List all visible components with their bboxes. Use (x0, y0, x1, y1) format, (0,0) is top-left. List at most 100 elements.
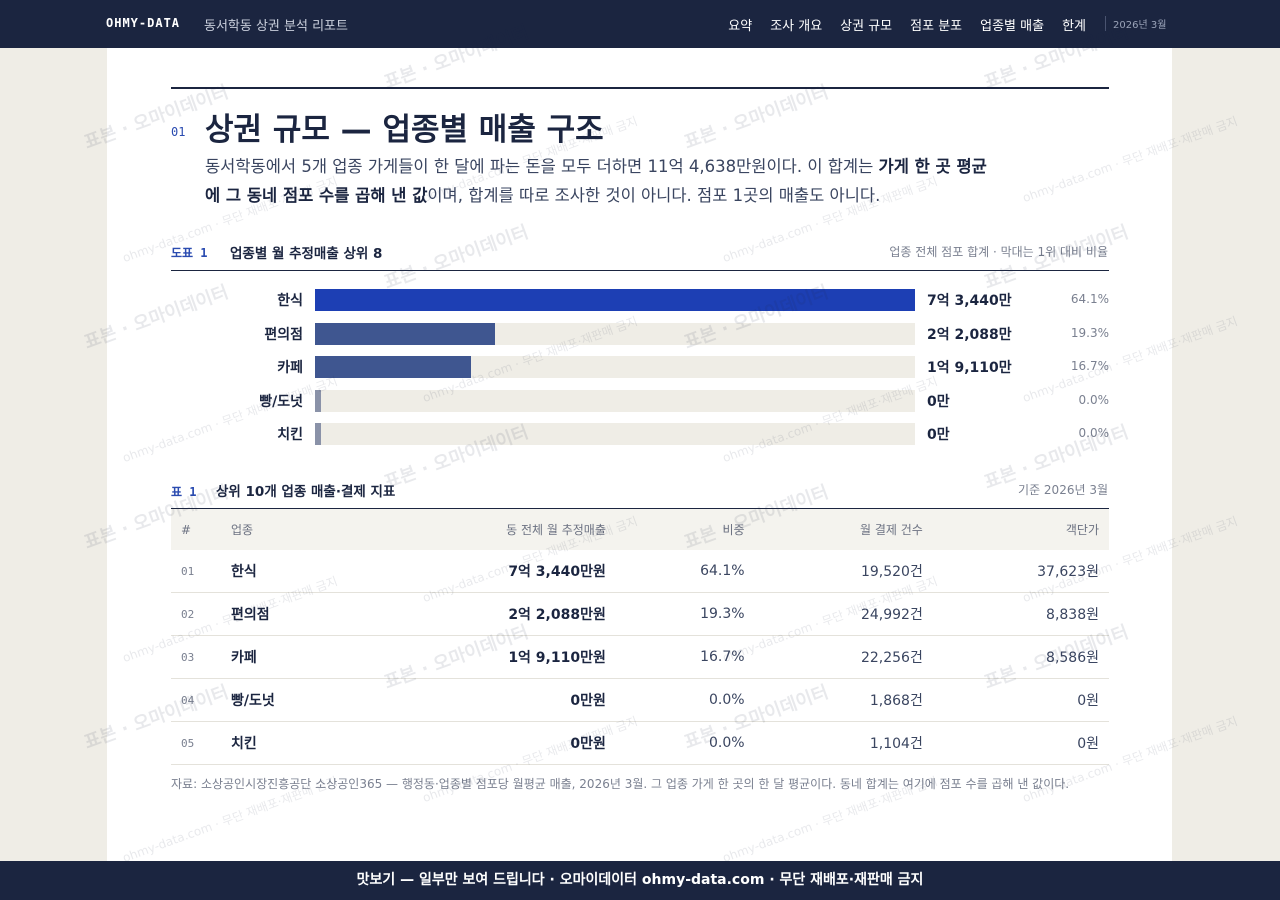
value-label: 0만 (927, 393, 950, 410)
menu-item[interactable]: 상권 규모 (840, 19, 893, 34)
table-cell: 37,623원 (932, 550, 1109, 593)
lead: 동서학동에서 5개 업종 가게들이 한 달에 파는 돈을 모두 더하면 11억 … (205, 152, 1000, 210)
bar (315, 322, 496, 345)
menu-item[interactable]: 조사 개요 (770, 19, 823, 34)
table-cell: 24,992건 (754, 592, 933, 636)
table-cell: 한식 (221, 550, 359, 593)
table-cell: 0원 (932, 678, 1109, 722)
table-cell: 1,868건 (754, 678, 933, 722)
source-note: 자료: 소상공인시장진흥공단 소상공인365 — 행정동·업종별 점포당 월평균… (171, 777, 1070, 791)
table-cell: 16.7% (615, 635, 755, 679)
category-label: 빵/도넛 (259, 393, 303, 410)
table-cell: 03 (171, 635, 221, 679)
value-label: 0만 (927, 427, 950, 443)
category-label: 한식 (277, 293, 303, 309)
column-header: 월 결제 건수 (754, 508, 933, 550)
table-cell: 1,104건 (754, 721, 933, 765)
bar-track (315, 389, 915, 412)
report-title: 동서학동 상권 분석 리포트 (204, 19, 348, 34)
table-cell: 0원 (932, 721, 1109, 765)
column-header: 업종 (221, 508, 359, 550)
nav-bar: OHMY-DATA 동서학동 상권 분석 리포트 요약 조사 개요 상권 규모 점포 … (0, 0, 1280, 48)
table-cell: 0.0% (615, 721, 755, 765)
bar-track (315, 322, 915, 345)
table-cell: 64.1% (615, 550, 755, 593)
table-cell: 1억 9,110만원 (358, 635, 616, 679)
value-label: 2억 2,088만 (927, 326, 1012, 343)
column-header: 비중 (615, 508, 755, 550)
bar-cap (315, 423, 321, 445)
lead-emphasis: 가게 한 곳 평균에 그 동네 점포 수를 곱해 낸 값 (205, 157, 987, 205)
section-rule (171, 87, 1109, 89)
bar (315, 289, 915, 311)
bar-cap (315, 389, 321, 412)
column-header: 객단가 (932, 508, 1109, 550)
category-label: 치킨 (277, 427, 303, 443)
bar-track (315, 356, 915, 378)
table-cell: 빵/도넛 (221, 678, 359, 722)
table-row: 03 카페 1억 9,110만원 16.7% 22,256건 8,586원 (171, 635, 1109, 679)
lead-text: 동서학동에서 5개 업종 가게들이 한 달에 파는 돈을 모두 더하면 11억 … (205, 157, 879, 176)
share-label: 16.7% (1070, 359, 1109, 373)
figure-label: 도표 1 (171, 246, 208, 260)
menu-item[interactable]: 요약 (728, 19, 753, 34)
menu: 요약 조사 개요 상권 규모 점포 분포 업종별 매출 한계 (728, 15, 1086, 34)
value-label: 1억 9,110만 (927, 360, 1012, 376)
figure-title: 업종별 월 추정매출 상위 8 (230, 246, 383, 262)
table-cell: 2억 2,088만원 (358, 592, 616, 636)
share-label: 64.1% (1070, 292, 1109, 306)
bar-row: 치킨 0만 0.0% (171, 423, 1109, 445)
section-title: 상권 규모 — 업종별 매출 구조 (205, 112, 604, 148)
column-header: # (171, 508, 221, 550)
bar-row: 빵/도넛 0만 0.0% (171, 389, 1110, 412)
table-cell: 01 (171, 550, 221, 593)
table-cell: 카페 (221, 635, 359, 679)
share-label: 0.0% (1078, 392, 1110, 407)
menu-item[interactable]: 한계 (1062, 19, 1086, 34)
table-row: 04 빵/도넛 0만원 0.0% 1,868건 0원 (171, 678, 1109, 722)
table-row: 01 한식 7억 3,440만원 64.1% 19,520건 37,623원 (171, 550, 1109, 593)
table-cell: 02 (171, 592, 221, 636)
table-cell: 0.0% (615, 678, 755, 722)
table-cell: 8,838원 (932, 592, 1109, 636)
share-label: 19.3% (1070, 325, 1109, 340)
value-label: 7억 3,440만 (927, 293, 1012, 309)
table-cell: 0만원 (358, 678, 616, 722)
table-row: 02 편의점 2억 2,088만원 19.3% 24,992건 8,838원 (171, 592, 1109, 636)
table-cell: 7억 3,440만원 (358, 550, 616, 593)
footer-banner: 맛보기 — 일부만 보여 드립니다 · 오마이데이터 ohmy-data.com… (0, 861, 1280, 900)
table-cell: 8,586원 (932, 635, 1109, 679)
menu-item[interactable]: 업종별 매출 (980, 19, 1045, 34)
table-cell: 19,520건 (754, 550, 933, 593)
table-cell: 편의점 (221, 592, 359, 636)
section-number: 01 (171, 125, 186, 139)
share-label: 0.0% (1078, 426, 1110, 440)
figure-rule (171, 270, 1109, 271)
category-label: 편의점 (264, 326, 303, 343)
table: # 업종 동 전체 월 추정매출 비중 월 결제 건수 객단가 01 한식 7억 3,440만원… (171, 508, 1109, 765)
bar-row: 카페 1억 9,110만 16.7% (171, 356, 1109, 378)
table-title: 상위 10개 업종 매출·결제 지표 (216, 484, 396, 500)
bar-track (315, 423, 915, 445)
menu-item[interactable]: 점포 분포 (910, 19, 963, 34)
table-cell: 0만원 (358, 721, 616, 765)
table-cell: 05 (171, 721, 221, 765)
brand[interactable]: OHMY-DATA (106, 16, 181, 30)
category-label: 카페 (277, 360, 303, 376)
table-cell: 04 (171, 678, 221, 722)
table-basis: 기준 2026년 3월 (1018, 483, 1108, 497)
table-header: # 업종 동 전체 월 추정매출 비중 월 결제 건수 객단가 (171, 508, 1109, 550)
column-header: 동 전체 월 추정매출 (358, 508, 616, 550)
date: 2026년 3월 (1105, 16, 1166, 31)
bar-row: 한식 7억 3,440만 64.1% (171, 289, 1109, 311)
table-cell: 19.3% (615, 592, 755, 636)
bar-row: 편의점 2억 2,088만 19.3% (171, 322, 1109, 345)
bar-track (315, 289, 915, 311)
table-cell: 22,256건 (754, 635, 933, 679)
lead-text: 이며, 합계를 따로 조사한 것이 아니다. 점포 1곳의 매출도 아니다. (427, 186, 881, 205)
table-cell: 치킨 (221, 721, 359, 765)
bar (315, 356, 472, 378)
table-row: 05 치킨 0만원 0.0% 1,104건 0원 (171, 721, 1109, 765)
